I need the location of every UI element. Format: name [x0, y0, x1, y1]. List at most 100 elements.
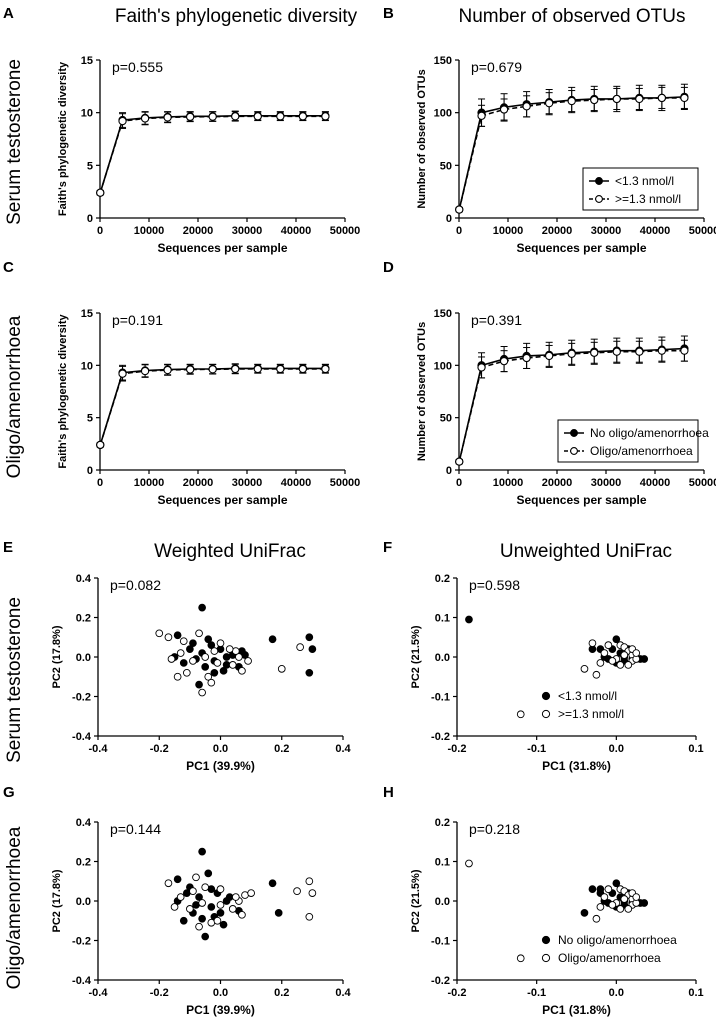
y-tick-label: 150	[434, 308, 452, 320]
series-open	[465, 859, 641, 963]
p-value: p=0.218	[469, 821, 520, 837]
y-tick-label: 0	[87, 465, 93, 477]
scatter-point	[580, 664, 589, 673]
scatter-point	[186, 905, 194, 913]
y-axis-label: PC2 (17.8%)	[51, 625, 63, 688]
data-point	[298, 364, 308, 374]
legend-box	[557, 419, 699, 463]
scatter-point	[305, 877, 314, 886]
scatter-point	[600, 893, 609, 901]
scatter-point	[632, 649, 641, 657]
scatter-point	[195, 629, 203, 638]
col-title-faith: Faith's phylogenetic diversity	[115, 6, 358, 27]
scatter-point	[293, 887, 301, 895]
legend-label: Oligo/amenorrhoea	[558, 951, 661, 965]
data-point	[455, 457, 464, 466]
y-tick-label: 5	[87, 413, 93, 425]
scatter-point	[195, 680, 203, 689]
data-point	[522, 353, 531, 363]
x-tick-label: 0	[97, 477, 103, 489]
scatter-point	[164, 879, 173, 888]
p-value: p=0.191	[112, 312, 163, 328]
series-open	[96, 363, 330, 450]
scatter-point	[620, 651, 629, 659]
scatter-point	[155, 629, 164, 638]
scatter-point	[580, 908, 589, 917]
legend-label: >=1.3 nmol/l	[558, 707, 624, 721]
x-tick-label: -0.1	[527, 987, 546, 999]
y-tick-label: 100	[434, 108, 452, 120]
y-tick-label: 0.4	[76, 573, 92, 585]
data-point	[163, 365, 172, 375]
series-filled	[170, 603, 317, 689]
x-axis-label: PC1 (39.9%)	[186, 759, 255, 773]
scatter-point	[198, 688, 206, 697]
scatter-point	[238, 666, 246, 675]
legend-label: No oligo/amenorrhoea	[558, 933, 677, 947]
y-tick-label: -0.4	[72, 731, 92, 743]
data-point	[118, 116, 127, 126]
scatter-point	[235, 653, 243, 661]
x-tick-label: 0.2	[274, 743, 289, 755]
y-tick-label: 15	[81, 55, 93, 67]
scatter-point	[210, 668, 219, 677]
row-label-testosterone-beta: Serum testosterone	[4, 597, 25, 763]
scatter-point	[176, 893, 185, 901]
y-tick-label: -0.2	[431, 975, 450, 987]
scatter-point	[182, 668, 191, 677]
scatter-point	[170, 903, 179, 911]
y-tick-label: 0	[446, 213, 452, 225]
x-tick-label: 0.2	[274, 987, 289, 999]
data-point	[657, 93, 667, 103]
legend-label: <1.3 nmol/l	[615, 174, 674, 188]
scatter-point	[640, 899, 649, 907]
legend-label: >=1.3 nmol/l	[615, 192, 681, 206]
y-tick-label: 0.2	[435, 817, 450, 829]
scatter-point	[608, 901, 617, 909]
data-point	[545, 351, 554, 361]
scatter-point	[608, 657, 617, 665]
scatter-point	[268, 879, 277, 888]
x-tick-label: 40000	[640, 225, 671, 237]
scatter-point	[173, 875, 182, 884]
x-axis-label: Sequences per sample	[157, 241, 287, 255]
scatter-point	[592, 670, 601, 679]
panel-h: -0.2 -0.1 0.0 0.1 0.2 -0.2 -0.1 0.0 0.1 PC1 (31.8…	[383, 784, 704, 1017]
series-open	[455, 339, 689, 466]
y-axis-label: PC2 (21.5%)	[410, 869, 422, 932]
x-tick-label: 0.0	[609, 987, 624, 999]
scatter-point	[612, 635, 621, 644]
x-tick-label: 0.1	[688, 987, 703, 999]
legend: <1.3 nmol/l >=1.3 nmol/l	[582, 167, 699, 211]
scatter-point	[516, 710, 525, 719]
scatter-point	[176, 649, 185, 657]
series-line	[99, 368, 326, 446]
scatter-point	[201, 653, 210, 661]
x-tick-label: 20000	[183, 225, 214, 237]
y-axis-label: PC2 (21.5%)	[410, 625, 422, 688]
scatter-point	[219, 920, 228, 929]
data-point	[231, 364, 240, 374]
legend-marker	[541, 709, 551, 719]
x-tick-label: 0	[97, 225, 103, 237]
y-tick-label: 0.2	[76, 613, 91, 625]
scatter-point	[195, 893, 203, 901]
legend-label: No oligo/amenorrhoea	[590, 426, 709, 440]
scatter-point	[204, 672, 213, 681]
legend-marker	[541, 953, 551, 963]
data-point	[499, 105, 509, 114]
data-point	[590, 95, 599, 105]
legend-marker	[570, 429, 578, 437]
scatter-point	[516, 954, 525, 963]
row-label-oligo-alpha: Oligo/amenorrhoea	[4, 315, 25, 478]
scatter-point	[216, 901, 225, 909]
y-tick-label: 5	[87, 160, 93, 172]
x-tick-label: 0	[456, 225, 462, 237]
scatter-point	[624, 905, 633, 913]
scatter-point	[244, 657, 252, 665]
series-filled	[96, 363, 330, 450]
scatter-point	[207, 678, 216, 687]
scatter-point	[210, 647, 219, 655]
scatter-point	[201, 932, 210, 941]
